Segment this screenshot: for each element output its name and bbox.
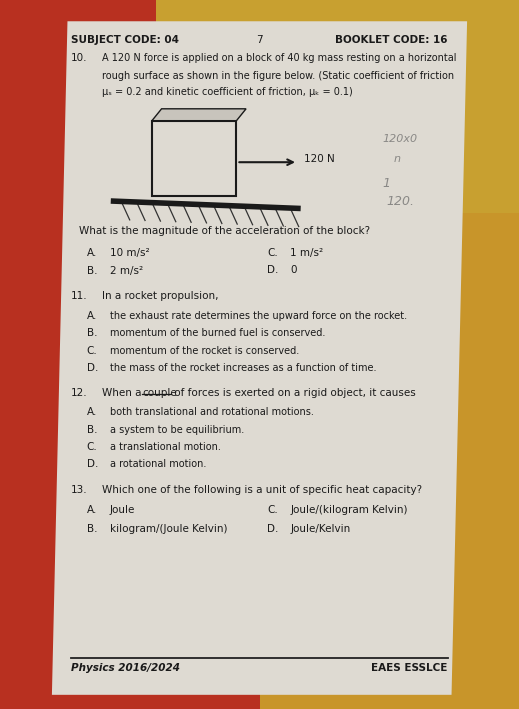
Text: SUBJECT CODE: 04: SUBJECT CODE: 04 [71, 35, 179, 45]
Text: EAES ESSLCE: EAES ESSLCE [371, 663, 448, 673]
Text: 2 m/s²: 2 m/s² [110, 267, 143, 277]
Text: D.: D. [87, 363, 98, 373]
Text: 10 m/s²: 10 m/s² [110, 248, 149, 258]
Text: both translational and rotational motions.: both translational and rotational motion… [110, 408, 313, 418]
Text: rough surface as shown in the figure below. (Static coefficient of friction: rough surface as shown in the figure bel… [102, 71, 454, 82]
Text: 11.: 11. [71, 291, 88, 301]
Text: C.: C. [87, 345, 98, 355]
Text: Joule/Kelvin: Joule/Kelvin [290, 523, 350, 534]
Text: a translational motion.: a translational motion. [110, 442, 221, 452]
Text: μₛ = 0.2 and kinetic coefficient of friction, μₖ = 0.1): μₛ = 0.2 and kinetic coefficient of fric… [102, 87, 353, 97]
Text: What is the magnitude of the acceleration of the block?: What is the magnitude of the acceleratio… [79, 226, 370, 236]
Text: A.: A. [87, 408, 97, 418]
Text: kilogram/(Joule Kelvin): kilogram/(Joule Kelvin) [110, 523, 227, 534]
Text: A 120 N force is applied on a block of 40 kg mass resting on a horizontal: A 120 N force is applied on a block of 4… [102, 53, 457, 63]
Text: A.: A. [87, 505, 97, 515]
Text: 12.: 12. [71, 388, 88, 398]
Text: 120.: 120. [386, 194, 414, 208]
Text: B.: B. [87, 267, 97, 277]
Text: C.: C. [267, 505, 278, 515]
Text: Physics 2016/2024: Physics 2016/2024 [71, 663, 180, 673]
Text: a rotational motion.: a rotational motion. [110, 459, 206, 469]
Text: A.: A. [87, 248, 97, 258]
Text: of forces is exerted on a rigid object, it causes: of forces is exerted on a rigid object, … [171, 388, 416, 398]
Text: Joule/(kilogram Kelvin): Joule/(kilogram Kelvin) [290, 505, 408, 515]
Bar [152, 121, 237, 196]
Text: BOOKLET CODE: 16: BOOKLET CODE: 16 [335, 35, 448, 45]
Text: 1 m/s²: 1 m/s² [290, 248, 323, 258]
Polygon shape [152, 108, 246, 121]
Text: 0: 0 [290, 265, 297, 275]
Text: 10.: 10. [71, 53, 88, 63]
Text: B.: B. [87, 425, 97, 435]
Text: D.: D. [267, 523, 279, 534]
Text: a system to be equilibrium.: a system to be equilibrium. [110, 425, 244, 435]
Text: 120 N: 120 N [304, 154, 334, 164]
Text: 7: 7 [256, 35, 263, 45]
Text: momentum of the rocket is conserved.: momentum of the rocket is conserved. [110, 345, 299, 355]
Text: n: n [394, 154, 401, 164]
Bar [0, 0, 260, 709]
Text: Joule: Joule [110, 505, 135, 515]
Text: 1: 1 [383, 177, 390, 190]
Bar [260, 0, 519, 709]
Text: 120x0: 120x0 [383, 134, 417, 144]
Text: the exhaust rate determines the upward force on the rocket.: the exhaust rate determines the upward f… [110, 311, 407, 321]
Text: couple: couple [142, 388, 177, 398]
Text: When a: When a [102, 388, 145, 398]
Text: B.: B. [87, 523, 97, 534]
Text: D.: D. [267, 265, 279, 275]
Text: Which one of the following is a unit of specific heat capacity?: Which one of the following is a unit of … [102, 485, 422, 496]
Text: C.: C. [267, 248, 278, 258]
Text: C.: C. [87, 442, 98, 452]
Text: A.: A. [87, 311, 97, 321]
Text: In a rocket propulsion,: In a rocket propulsion, [102, 291, 218, 301]
Bar [156, 0, 519, 213]
Text: momentum of the burned fuel is conserved.: momentum of the burned fuel is conserved… [110, 328, 325, 338]
Text: D.: D. [87, 459, 98, 469]
Text: 13.: 13. [71, 485, 88, 496]
Polygon shape [52, 21, 467, 695]
Text: B.: B. [87, 328, 97, 338]
Text: the mass of the rocket increases as a function of time.: the mass of the rocket increases as a fu… [110, 363, 376, 373]
